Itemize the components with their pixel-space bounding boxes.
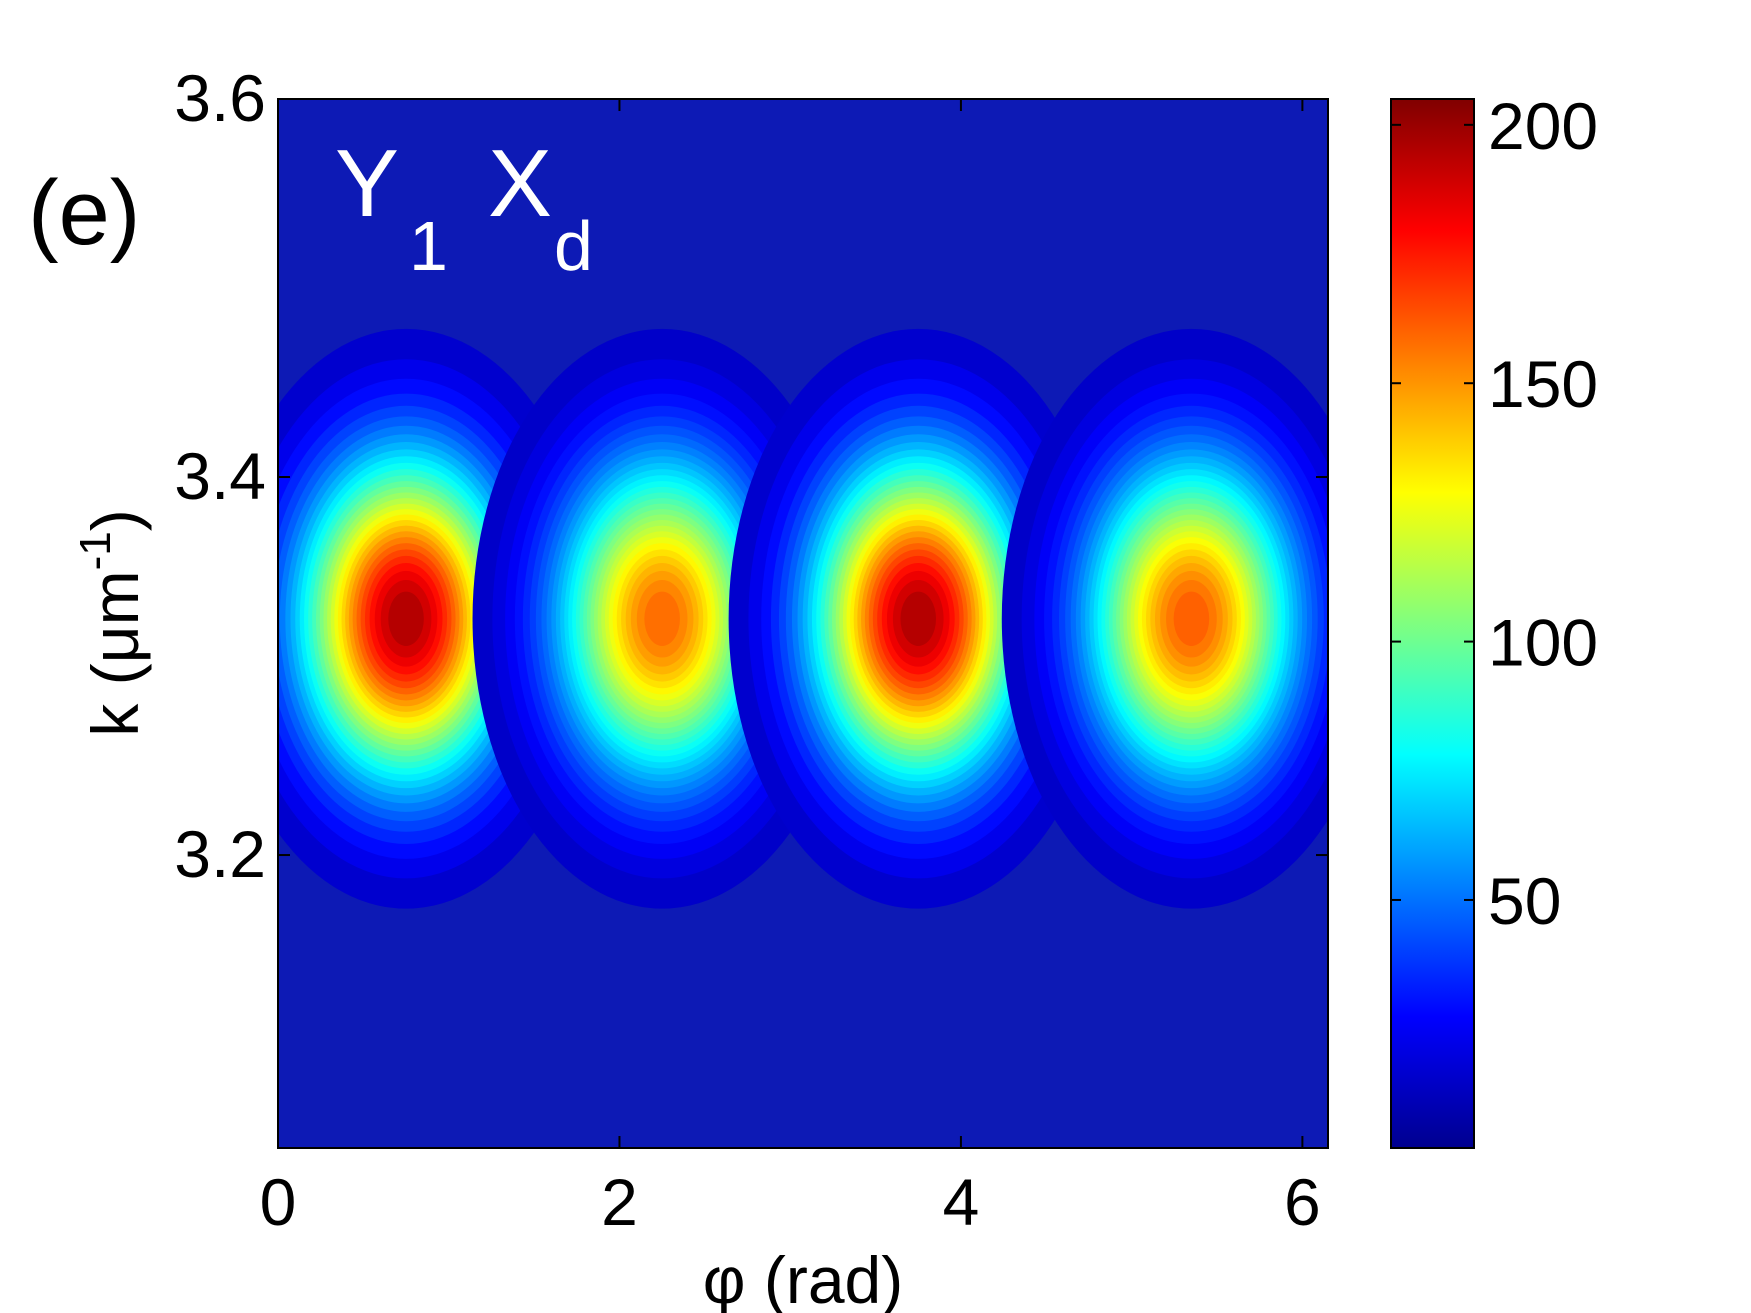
heat-peak-1	[278, 328, 596, 909]
heat-peak-2	[472, 328, 852, 909]
annotation-x-subscript: d	[554, 207, 593, 285]
x-tick-label: 2	[601, 1165, 638, 1239]
x-tick-label: 4	[943, 1165, 980, 1239]
y-axis-label-superscript: -1	[71, 531, 120, 570]
plot-area	[278, 99, 1328, 1148]
colorbar-tick-label: 150	[1488, 347, 1598, 421]
colorbar-frame	[1390, 98, 1475, 1149]
panel-label: (e)	[28, 162, 140, 264]
y-axis-label: k (μm-1)	[71, 509, 152, 736]
colorbar	[1391, 99, 1474, 1148]
colorbar-tick-label: 100	[1488, 606, 1598, 680]
y-axis-label-main: k (μm	[78, 570, 152, 736]
x-axis-label: φ (rad)	[703, 1243, 903, 1313]
y-axis-label-close: )	[78, 509, 152, 531]
annotation-x: X	[488, 130, 552, 237]
y-axis: 3.2 3.4 3.6	[174, 61, 1328, 891]
annotation-y-subscript: 1	[409, 207, 448, 285]
heat-contour	[1173, 591, 1210, 646]
plot-annotation: Y1Xd	[335, 130, 593, 285]
colorbar-ticks: 50 100 150 200	[1391, 89, 1598, 938]
y-tick-label: 3.6	[174, 61, 266, 135]
x-tick-label: 6	[1284, 1165, 1321, 1239]
x-axis: 0 2 4 6	[260, 99, 1321, 1239]
heat-contour	[388, 591, 424, 646]
x-tick-label: 0	[260, 1165, 297, 1239]
heat-contour	[644, 591, 680, 646]
colorbar-tick-label: 200	[1488, 89, 1598, 163]
heat-peak-4	[1001, 328, 1328, 909]
heat-layer	[278, 328, 1328, 909]
heat-contour	[900, 591, 937, 646]
annotation-y: Y	[335, 130, 399, 237]
heat-peak-3	[728, 328, 1108, 909]
y-tick-label: 3.2	[174, 817, 266, 891]
y-tick-label: 3.4	[174, 439, 266, 513]
colorbar-tick-label: 50	[1488, 864, 1561, 938]
plot-frame	[277, 98, 1329, 1149]
